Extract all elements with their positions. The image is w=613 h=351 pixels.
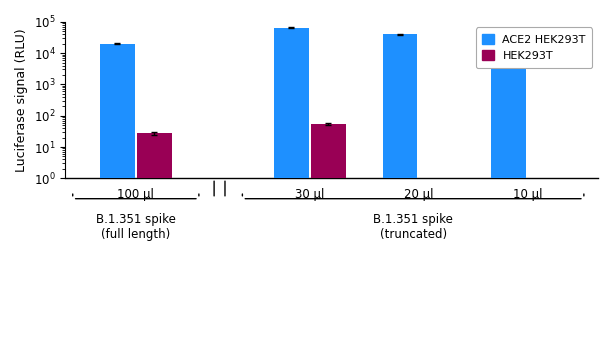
Text: B.1.351 spike
(truncated): B.1.351 spike (truncated)	[373, 213, 453, 241]
Bar	[137, 133, 172, 351]
Legend: ACE2 HEK293T, HEK293T: ACE2 HEK293T, HEK293T	[476, 27, 592, 68]
Y-axis label: Luciferase signal (RLU): Luciferase signal (RLU)	[15, 28, 28, 172]
Bar	[311, 124, 346, 351]
Bar	[492, 48, 526, 351]
Text: B.1.351 spike
(full length): B.1.351 spike (full length)	[96, 213, 176, 241]
Bar	[274, 28, 309, 351]
Bar	[100, 44, 135, 351]
Bar	[383, 34, 417, 351]
